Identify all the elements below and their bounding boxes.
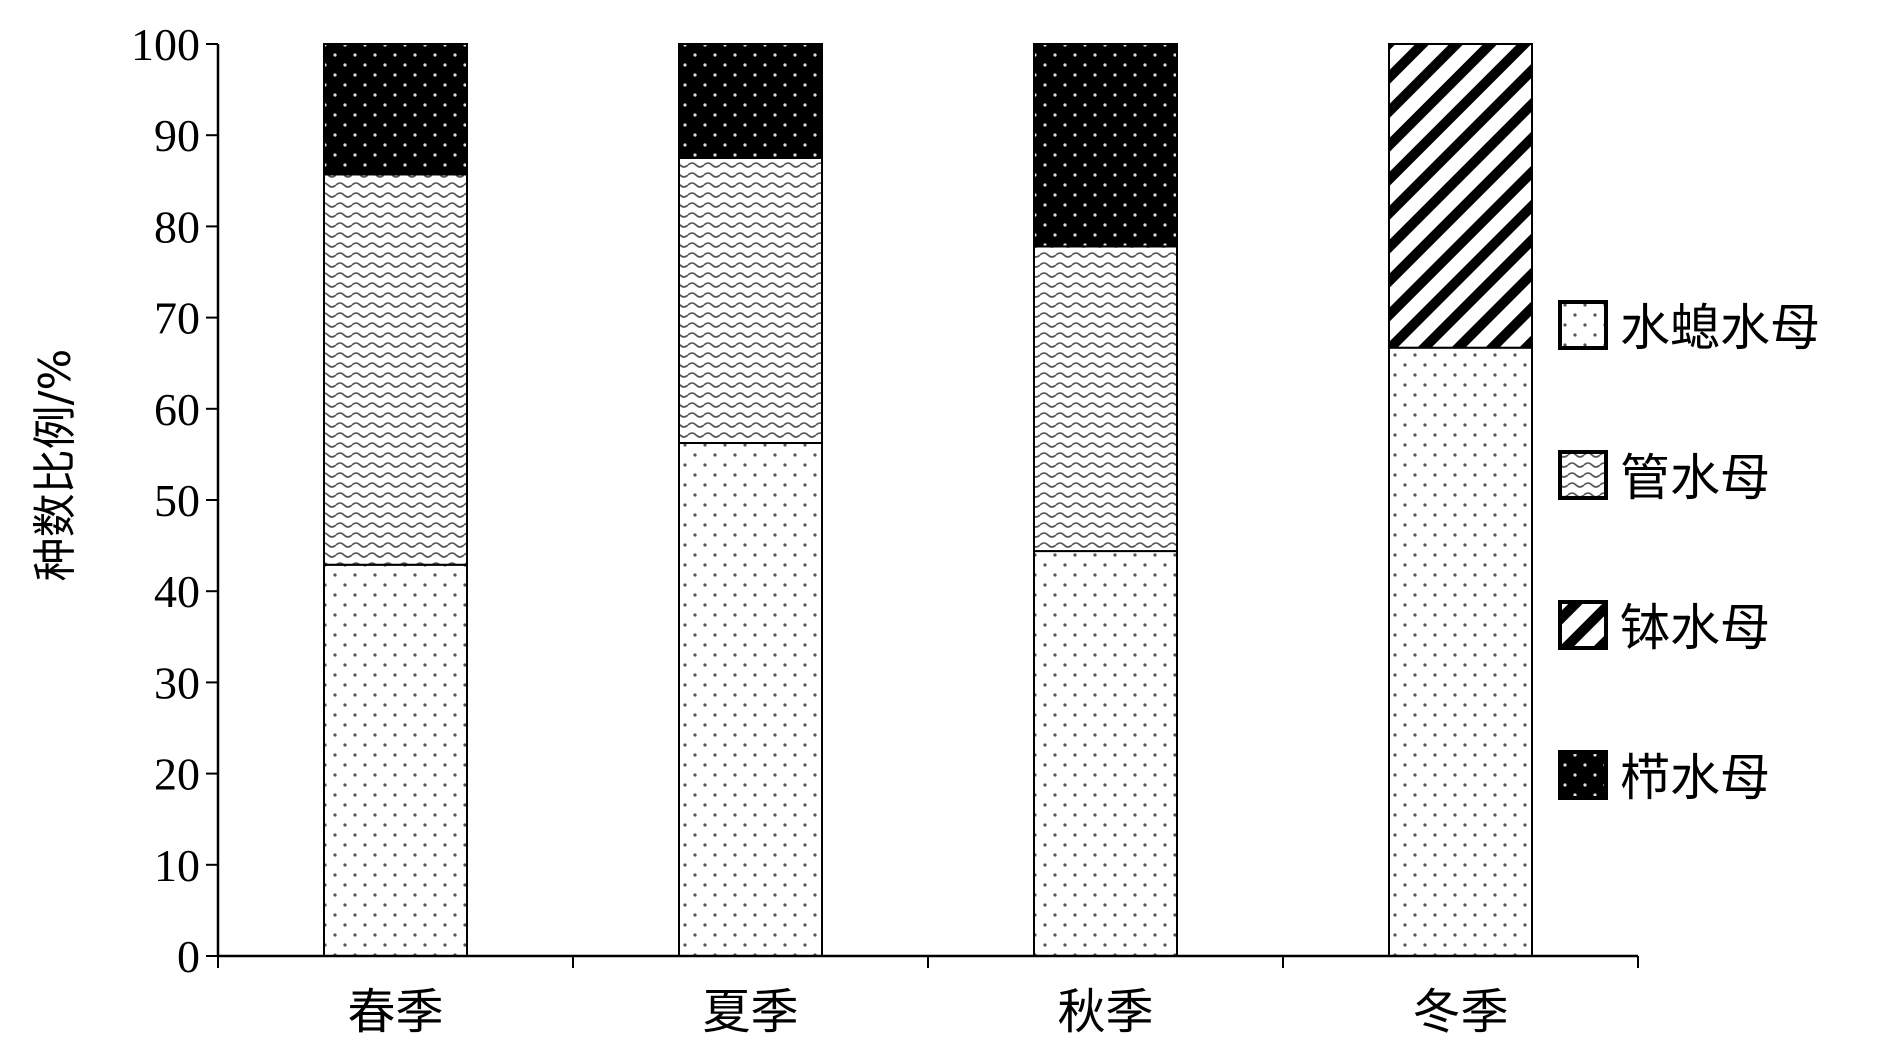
legend-label: 水螅水母 (1620, 299, 1820, 357)
x-category-label: 冬季 (1412, 984, 1508, 1040)
y-tick-label: 90 (154, 110, 200, 161)
bar-segment (1033, 245, 1178, 553)
y-axis-label-group: 种数比例/% (30, 349, 81, 582)
bar-segment (678, 442, 823, 957)
legend-label: 管水母 (1620, 449, 1770, 507)
legend-swatch (1558, 750, 1608, 800)
y-tick-label: 20 (154, 749, 200, 800)
y-tick-label: 70 (154, 293, 200, 344)
y-axis-label: 种数比例/% (30, 349, 81, 582)
x-category-label: 春季 (347, 984, 443, 1040)
y-axis-ticks: 0 10 20 30 40 50 60 70 80 90 100 (131, 19, 218, 982)
bar-segment (323, 173, 468, 566)
legend-label: 栉水母 (1620, 749, 1770, 807)
x-axis-categories: 春季 夏季 秋季 冬季 (347, 984, 1508, 1040)
y-tick-label: 0 (177, 931, 200, 982)
bar-segment (323, 563, 468, 957)
bar-segment (323, 43, 468, 176)
bar-segment (1388, 346, 1533, 958)
y-tick-label: 80 (154, 201, 200, 252)
y-tick-label: 40 (154, 566, 200, 617)
y-tick-label: 60 (154, 384, 200, 435)
y-tick-label: 30 (154, 657, 200, 708)
legend-label: 钵水母 (1620, 599, 1770, 657)
legend-swatch (1558, 450, 1608, 500)
bar-segment (678, 43, 823, 159)
bar-segment (1033, 43, 1178, 248)
legend-swatch (1558, 600, 1608, 650)
bars-group (323, 43, 1533, 958)
y-tick-label: 10 (154, 840, 200, 891)
bar-segment (678, 157, 823, 444)
legend-swatch (1558, 300, 1608, 350)
x-category-label: 夏季 (702, 984, 798, 1040)
axes-group (216, 44, 1639, 968)
bar-segment (1388, 43, 1533, 349)
bar-segment (1033, 550, 1178, 958)
y-tick-label: 50 (154, 475, 200, 526)
x-category-label: 秋季 (1057, 984, 1153, 1040)
y-tick-label: 100 (131, 19, 200, 70)
